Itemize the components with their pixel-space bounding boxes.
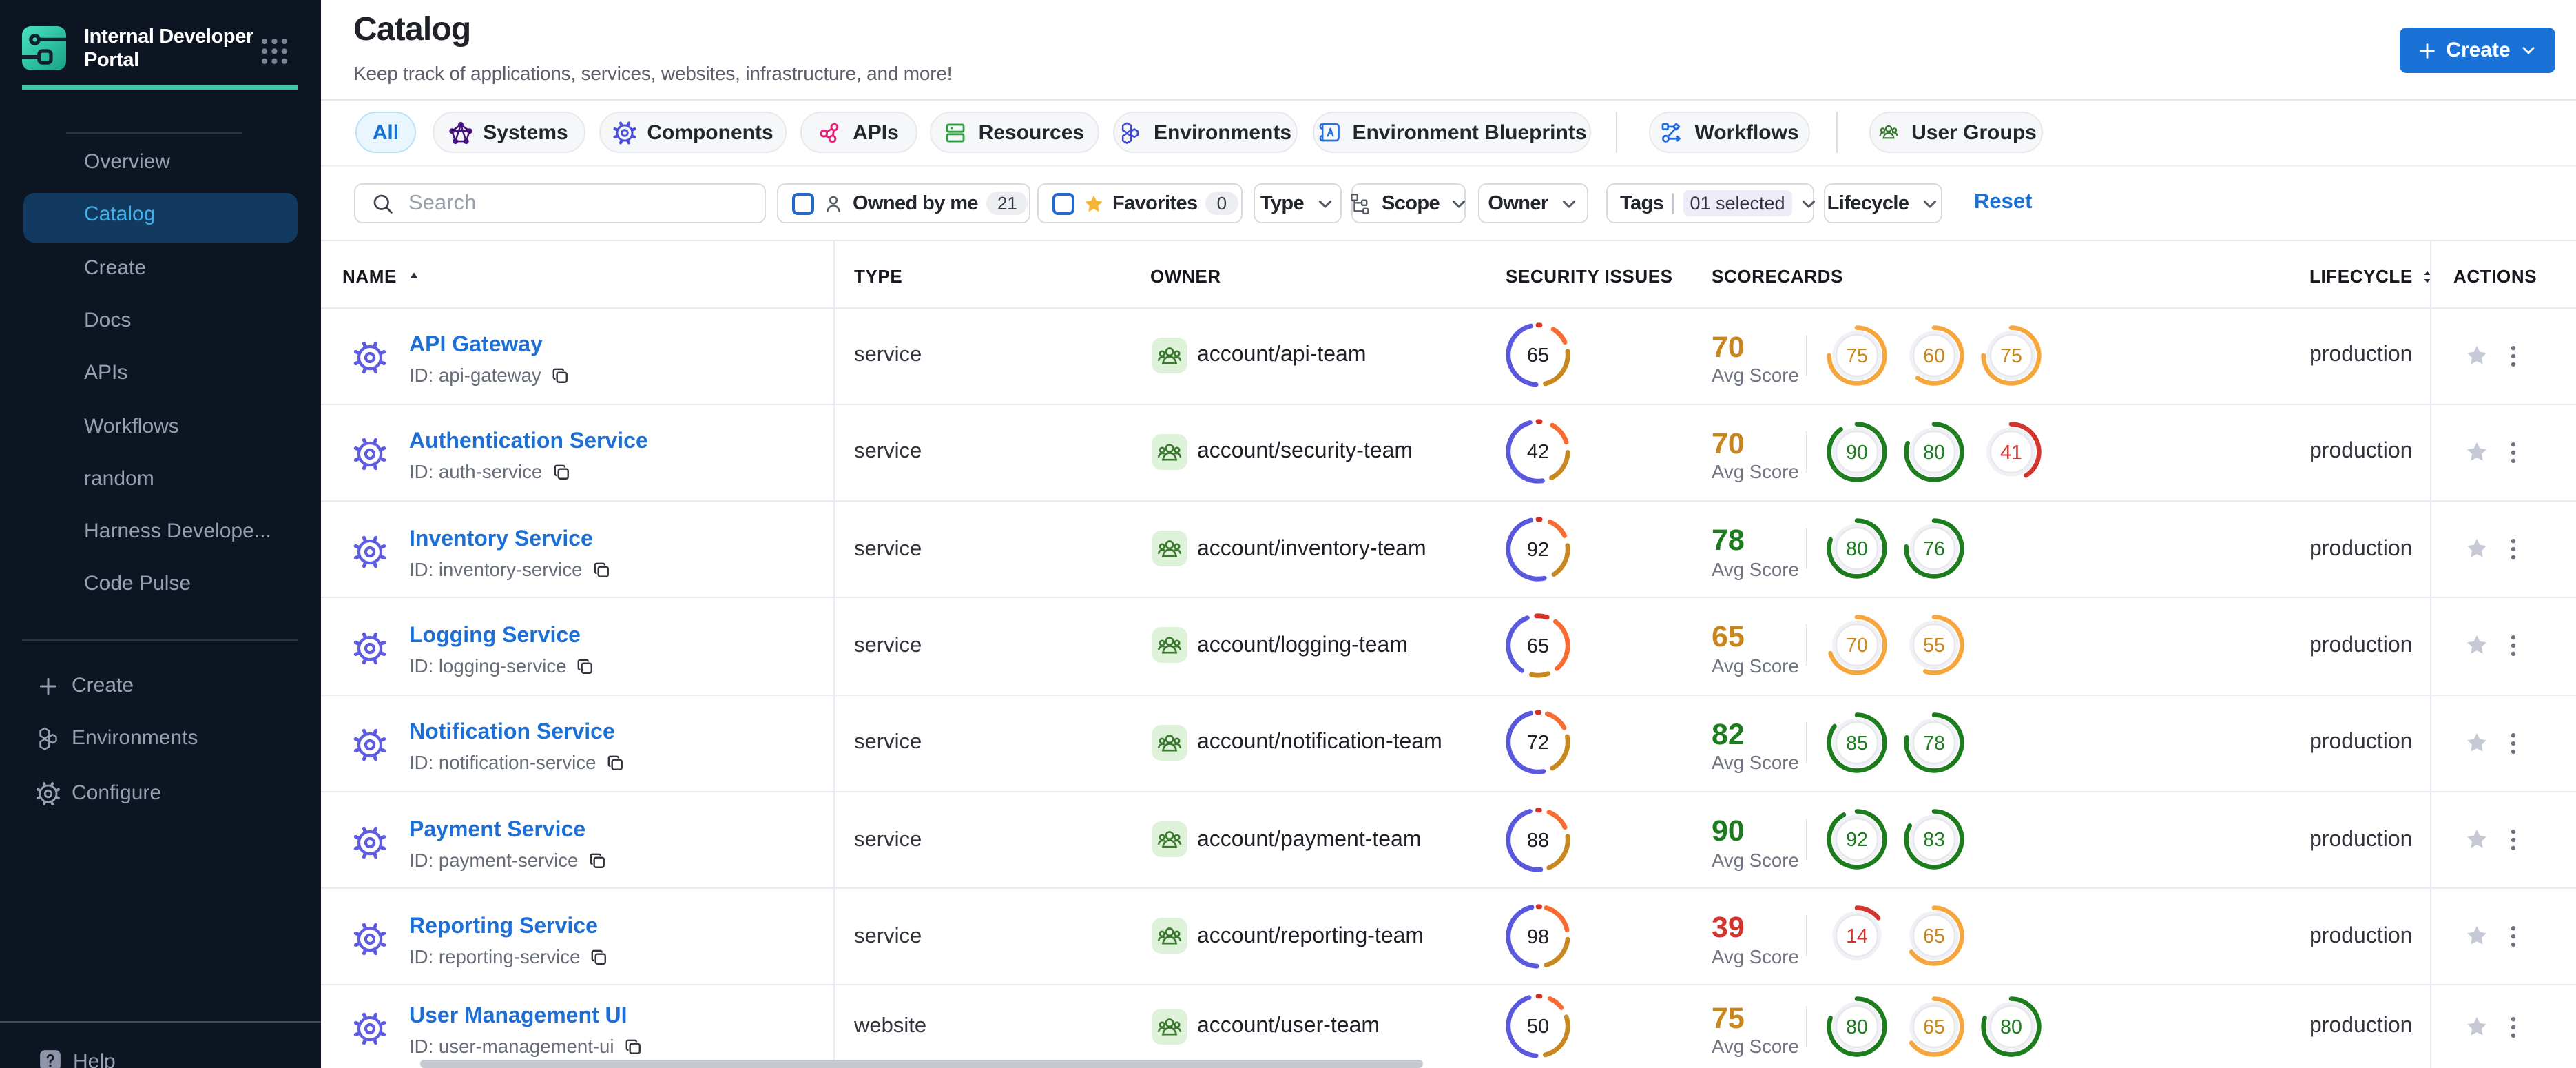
svg-text:80: 80: [1999, 1016, 2022, 1038]
svg-text:83: 83: [1922, 829, 1944, 851]
svg-text:80: 80: [1922, 442, 1944, 464]
svg-text:65: 65: [1922, 1016, 1944, 1038]
svg-text:92: 92: [1845, 829, 1867, 851]
svg-text:85: 85: [1845, 732, 1867, 754]
svg-text:92: 92: [1527, 539, 1549, 561]
svg-text:72: 72: [1527, 732, 1549, 754]
svg-text:80: 80: [1845, 1016, 1867, 1038]
svg-text:70: 70: [1845, 635, 1867, 657]
svg-text:41: 41: [1999, 442, 2022, 464]
svg-text:55: 55: [1922, 635, 1944, 657]
svg-text:98: 98: [1527, 926, 1549, 948]
svg-text:42: 42: [1527, 442, 1549, 464]
svg-text:75: 75: [1999, 345, 2022, 367]
svg-text:88: 88: [1527, 829, 1549, 851]
svg-text:90: 90: [1845, 442, 1867, 464]
svg-text:76: 76: [1922, 538, 1944, 560]
svg-text:65: 65: [1922, 925, 1944, 947]
svg-text:14: 14: [1845, 925, 1867, 947]
svg-text:75: 75: [1845, 345, 1867, 367]
svg-text:65: 65: [1527, 345, 1549, 367]
svg-text:78: 78: [1922, 732, 1944, 754]
svg-text:65: 65: [1527, 635, 1549, 657]
svg-text:80: 80: [1845, 538, 1867, 560]
svg-text:60: 60: [1922, 345, 1944, 367]
svg-text:50: 50: [1527, 1016, 1549, 1038]
